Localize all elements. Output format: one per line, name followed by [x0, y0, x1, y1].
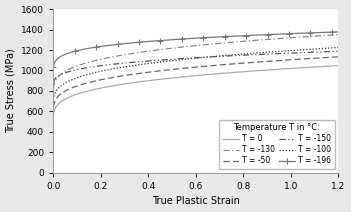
- Legend: T = 0, T = -130, T = -50, T = -150, T = -100, T = -196: T = 0, T = -130, T = -50, T = -150, T = …: [219, 120, 335, 169]
- X-axis label: True Plastic Strain: True Plastic Strain: [152, 197, 240, 206]
- Y-axis label: True Stress (MPa): True Stress (MPa): [6, 49, 15, 133]
